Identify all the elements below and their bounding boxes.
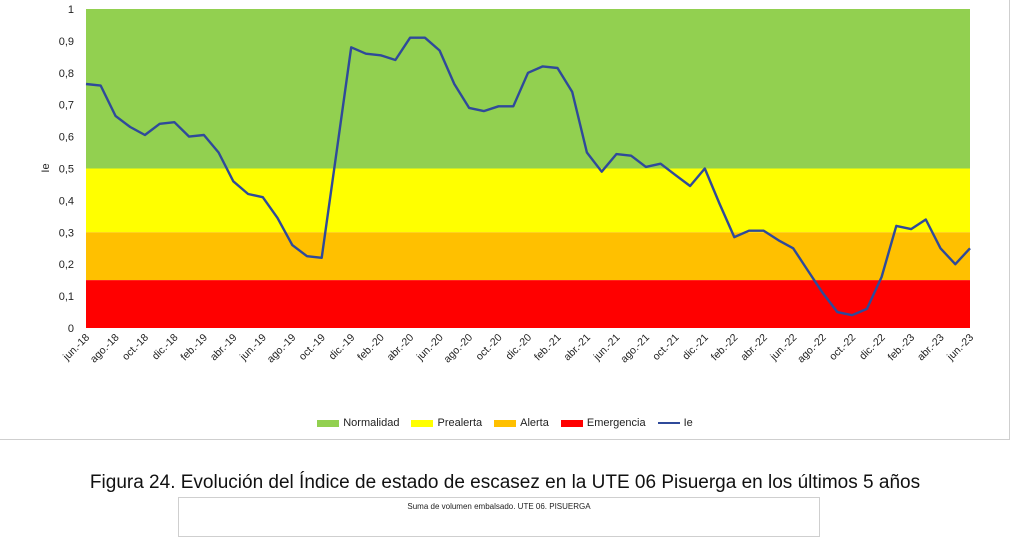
- x-tick-label: ago.-20: [442, 332, 476, 366]
- x-tick-label: oct.-18: [120, 332, 151, 363]
- next-chart-title: Suma de volumen embalsado. UTE 06. PISUE…: [179, 502, 819, 511]
- band-emergencia: [86, 280, 970, 328]
- x-tick-label: feb.-19: [178, 332, 210, 364]
- y-tick-label: 0,7: [59, 100, 74, 112]
- x-tick-label: feb.-23: [886, 332, 918, 364]
- x-tick-label: dic.-21: [680, 332, 711, 363]
- x-tick-label: abr.-21: [561, 332, 593, 364]
- band-alerta: [86, 232, 970, 280]
- x-tick-label: ago.-19: [265, 332, 299, 366]
- legend-label: Normalidad: [343, 417, 399, 429]
- x-axis-ticks: jun.-18ago.-18oct.-18dic.-18feb.-19abr.-…: [60, 332, 976, 366]
- x-tick-label: jun.-18: [60, 332, 92, 364]
- x-tick-label: ago.-18: [88, 332, 122, 366]
- legend-label: Prealerta: [437, 417, 482, 429]
- x-tick-label: feb.-20: [355, 332, 387, 364]
- x-tick-label: feb.-22: [709, 332, 741, 364]
- x-tick-label: oct.-19: [297, 332, 328, 363]
- y-tick-label: 0,2: [59, 259, 74, 271]
- status-bands: [86, 9, 970, 328]
- y-tick-label: 0,6: [59, 132, 74, 144]
- x-tick-label: dic.-18: [150, 332, 181, 363]
- x-tick-label: abr.-22: [738, 332, 770, 364]
- y-tick-label: 0,1: [59, 291, 74, 303]
- y-axis-label: Ie: [40, 163, 52, 172]
- legend-item-prealerta: Prealerta: [411, 414, 482, 432]
- next-chart-frame: Suma de volumen embalsado. UTE 06. PISUE…: [178, 497, 820, 537]
- x-tick-label: oct.-20: [473, 332, 504, 363]
- x-tick-label: dic.-22: [857, 332, 888, 363]
- x-tick-label: abr.-23: [915, 332, 947, 364]
- y-tick-label: 0,8: [59, 68, 74, 80]
- legend-label: Ie: [684, 417, 693, 429]
- legend-item-ie: Ie: [658, 414, 693, 432]
- band-normalidad: [86, 9, 970, 169]
- y-tick-label: 0,3: [59, 227, 74, 239]
- x-tick-label: dic.-19: [327, 332, 358, 363]
- y-tick-label: 0,5: [59, 164, 74, 176]
- ie-line-chart: 00,10,20,30,40,50,60,70,80,91 jun.-18ago…: [0, 0, 1010, 412]
- x-tick-label: jun.-22: [767, 332, 799, 364]
- legend-item-alerta: Alerta: [494, 414, 549, 432]
- x-tick-label: oct.-22: [827, 332, 858, 363]
- y-axis-ticks: 0 0,1 0,2 0,3 0,4 0,5 0,6 0,7 0,8 0,9 1: [59, 4, 74, 335]
- band-prealerta: [86, 169, 970, 233]
- x-tick-label: jun.-20: [414, 332, 446, 364]
- legend-swatch: [317, 420, 339, 427]
- y-tick-label: 0,4: [59, 195, 74, 207]
- x-tick-label: jun.-21: [591, 332, 623, 364]
- x-tick-label: jun.-23: [944, 332, 976, 364]
- x-tick-label: ago.-21: [618, 332, 652, 366]
- figure-caption: Figura 24. Evolución del Índice de estad…: [0, 472, 1010, 494]
- legend-item-emergencia: Emergencia: [561, 414, 646, 432]
- legend-swatch: [494, 420, 516, 427]
- legend-item-normalidad: Normalidad: [317, 414, 399, 432]
- legend-swatch: [561, 420, 583, 427]
- legend-swatch: [658, 422, 680, 424]
- x-tick-label: dic.-20: [503, 332, 534, 363]
- x-tick-label: ago.-22: [795, 332, 829, 366]
- x-tick-label: jun.-19: [237, 332, 269, 364]
- x-tick-label: abr.-20: [385, 332, 417, 364]
- x-tick-label: abr.-19: [208, 332, 240, 364]
- x-tick-label: oct.-21: [650, 332, 681, 363]
- y-tick-label: 0: [68, 323, 74, 335]
- y-tick-label: 0,9: [59, 36, 74, 48]
- legend-label: Emergencia: [587, 417, 646, 429]
- legend-label: Alerta: [520, 417, 549, 429]
- legend-swatch: [411, 420, 433, 427]
- x-tick-label: feb.-21: [532, 332, 564, 364]
- y-tick-label: 1: [68, 4, 74, 16]
- legend: Normalidad Prealerta Alerta Emergencia Ie: [0, 414, 1010, 432]
